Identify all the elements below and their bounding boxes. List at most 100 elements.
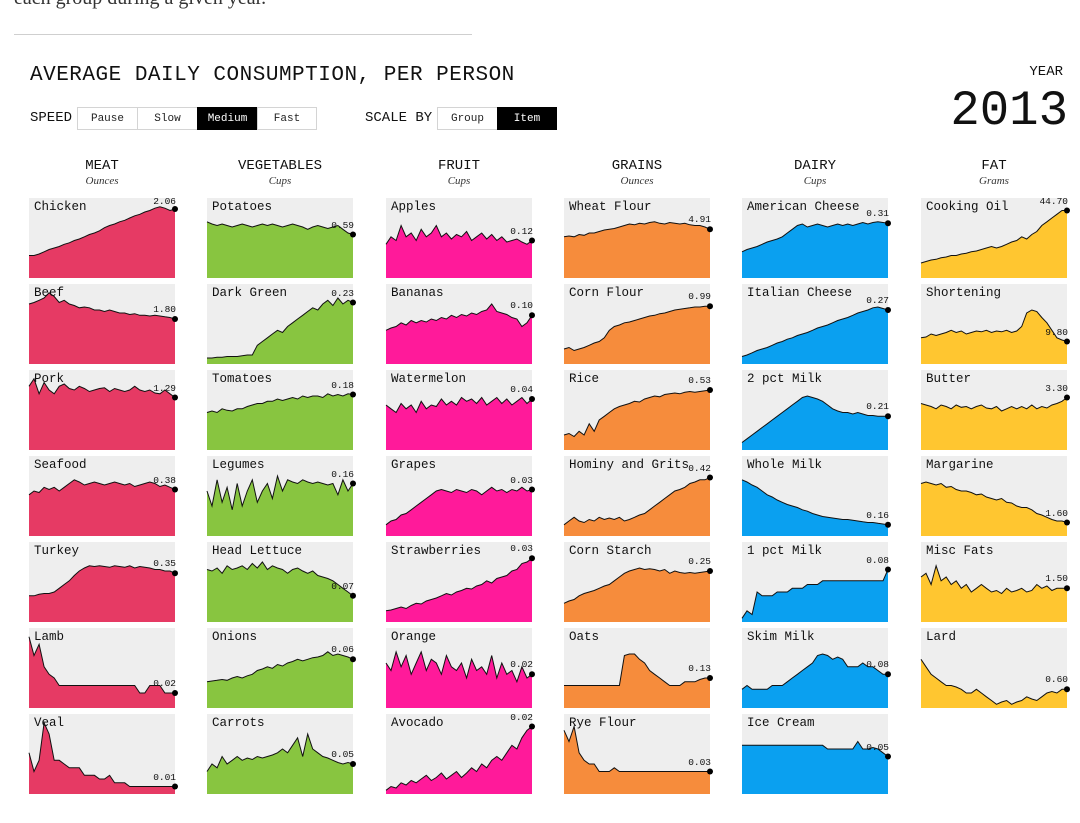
sparkline-pork (28, 377, 178, 450)
sparkline-corn-starch (563, 567, 713, 622)
speed-medium-button[interactable]: Medium (197, 107, 258, 130)
current-year-point (172, 690, 178, 696)
panel-1-pct-milk[interactable]: 1 pct Milk 0.08 (741, 542, 891, 622)
panel-skim-milk[interactable]: Skim Milk 0.08 (741, 628, 891, 708)
value-label: 1.29 (153, 382, 176, 394)
current-year-point (350, 592, 356, 599)
panel-oats[interactable]: Oats 0.13 (564, 628, 713, 708)
panel-watermelon[interactable]: Watermelon 0.04 (385, 370, 535, 450)
panel-grapes[interactable]: Grapes 0.03 (385, 456, 535, 536)
current-year-point (172, 783, 178, 790)
speed-pause-button[interactable]: Pause (77, 107, 138, 130)
panel-cooking-oil[interactable]: Cooking Oil 44.70 (920, 196, 1070, 278)
item-name: Oats (569, 630, 600, 644)
panel-apples[interactable]: Apples 0.12 (385, 198, 535, 278)
sparkline-hominy-and-grits (563, 474, 713, 536)
panel-lard[interactable]: Lard 0.60 (920, 628, 1070, 708)
panel-wheat-flour[interactable]: Wheat Flour 4.91 (563, 198, 713, 278)
item-name: Veal (34, 716, 65, 730)
group-header-dairy: DAIRY Cups (742, 158, 888, 188)
item-name: Pork (34, 372, 65, 386)
sparkline-chicken (29, 206, 178, 278)
value-label: 0.18 (331, 379, 354, 391)
panel-shortening[interactable]: Shortening 9.80 (920, 284, 1070, 364)
area-fill (386, 225, 532, 278)
series-line (920, 210, 1067, 264)
panel-chicken[interactable]: Chicken 2.06 (29, 196, 178, 278)
current-year-point (707, 474, 713, 481)
panel-corn-starch[interactable]: Corn Starch 0.25 (563, 542, 713, 622)
group-header-grains: GRAINS Ounces (564, 158, 710, 188)
panel-corn-flour[interactable]: Corn Flour 0.99 (563, 284, 713, 364)
current-year-point (885, 671, 891, 678)
area-fill (742, 396, 888, 450)
panel-dark-green[interactable]: Dark Green 0.23 (207, 284, 356, 364)
panel-lamb[interactable]: Lamb 0.02 (28, 628, 178, 708)
panel-ice-cream[interactable]: Ice Cream 0.05 (742, 714, 891, 794)
item-name: Ice Cream (747, 716, 815, 730)
divider (14, 34, 472, 35)
value-label: 0.38 (153, 474, 176, 486)
speed-fast-button[interactable]: Fast (257, 107, 317, 130)
panel-avocado[interactable]: Avocado 0.02 (385, 712, 535, 794)
area-fill (564, 221, 710, 278)
item-name: Chicken (34, 200, 87, 214)
series-line (741, 653, 888, 690)
value-label: 4.91 (688, 214, 711, 226)
area-fill (564, 306, 710, 364)
series-line (385, 396, 533, 414)
area-fill (207, 562, 353, 622)
speed-slow-button[interactable]: Slow (137, 107, 198, 130)
panel-tomatoes[interactable]: Tomatoes 0.18 (206, 370, 356, 450)
area-fill (29, 378, 175, 450)
panel-margarine[interactable]: Margarine 1.60 (920, 456, 1070, 536)
panel-orange[interactable]: Orange 0.02 (385, 628, 535, 708)
area-fill (29, 479, 175, 536)
panel-beef[interactable]: Beef 1.80 (28, 284, 178, 364)
value-label: 2.06 (153, 196, 176, 207)
panel-bananas[interactable]: Bananas 0.10 (385, 284, 535, 364)
panel-italian-cheese[interactable]: Italian Cheese 0.27 (741, 284, 891, 364)
panel-veal[interactable]: Veal 0.01 (28, 714, 178, 794)
current-year-point (529, 486, 535, 493)
value-label: 3.30 (1045, 382, 1068, 394)
panel-head-lettuce[interactable]: Head Lettuce 0.07 (206, 542, 356, 622)
panel-potatoes[interactable]: Potatoes 0.59 (206, 198, 356, 278)
panel-whole-milk[interactable]: Whole Milk 0.16 (741, 456, 891, 536)
panel-seafood[interactable]: Seafood 0.38 (28, 456, 178, 536)
panel-onions[interactable]: Onions 0.06 (206, 628, 356, 708)
panel-butter[interactable]: Butter 3.30 (920, 370, 1070, 450)
sparkline-head-lettuce (206, 561, 356, 622)
sparkline-2-pct-milk (741, 395, 891, 450)
panel-legumes[interactable]: Legumes 0.16 (206, 456, 356, 536)
area-fill (564, 477, 710, 536)
scale-item-button[interactable]: Item (497, 107, 557, 130)
panel-pork[interactable]: Pork 1.29 (28, 370, 178, 450)
value-label: 0.16 (866, 509, 889, 521)
scale-by-toggle: Group Item (437, 107, 557, 130)
series-line (563, 724, 710, 772)
panel-turkey[interactable]: Turkey 0.35 (29, 542, 178, 622)
area-fill (564, 568, 710, 622)
current-year-point (529, 312, 535, 319)
series-line (206, 651, 354, 683)
scale-group-button[interactable]: Group (437, 107, 498, 130)
panel-misc-fats[interactable]: Misc Fats 1.50 (920, 542, 1070, 622)
panel-hominy-and-grits[interactable]: Hominy and Grits 0.42 (563, 456, 713, 536)
panel-2-pct-milk[interactable]: 2 pct Milk 0.21 (741, 370, 891, 450)
sparkline-turkey (29, 565, 178, 622)
sparkline-skim-milk (741, 653, 891, 708)
item-name: Corn Starch (569, 544, 652, 558)
panel-carrots[interactable]: Carrots 0.05 (206, 714, 356, 794)
sparkline-onions (206, 651, 356, 708)
area-fill (921, 310, 1067, 364)
panel-strawberries[interactable]: Strawberries 0.03 (385, 542, 535, 622)
series-line (206, 221, 354, 235)
panel-american-cheese[interactable]: American Cheese 0.31 (741, 198, 891, 278)
panel-rice[interactable]: Rice 0.53 (563, 370, 713, 450)
series-line (385, 726, 533, 791)
current-year-point (707, 387, 713, 393)
sparkline-rice (563, 387, 713, 450)
value-label: 0.10 (510, 300, 533, 312)
panel-rye-flour[interactable]: Rye Flour 0.03 (563, 714, 713, 794)
